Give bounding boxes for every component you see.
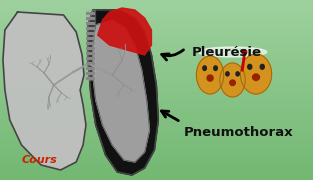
Ellipse shape (198, 47, 267, 57)
Ellipse shape (260, 64, 264, 69)
Ellipse shape (248, 64, 252, 69)
Bar (86, 66, 95, 70)
Ellipse shape (240, 54, 272, 94)
Ellipse shape (214, 66, 217, 70)
Bar (86, 26, 95, 30)
Bar (86, 12, 95, 15)
Ellipse shape (220, 63, 245, 97)
Bar (86, 51, 95, 55)
Ellipse shape (203, 66, 206, 70)
Text: Cours: Cours (21, 155, 57, 165)
Bar (86, 31, 95, 35)
Polygon shape (86, 10, 95, 80)
Bar (86, 46, 95, 50)
Ellipse shape (230, 80, 235, 86)
Bar (86, 57, 95, 60)
Text: Pneumothorax: Pneumothorax (184, 125, 293, 138)
Bar (86, 42, 95, 45)
Bar (86, 21, 95, 25)
Bar (86, 71, 95, 75)
Polygon shape (88, 10, 158, 175)
Ellipse shape (236, 72, 239, 76)
Bar (86, 17, 95, 20)
Ellipse shape (207, 75, 213, 81)
Bar (86, 62, 95, 65)
Ellipse shape (252, 74, 260, 80)
Bar (86, 76, 95, 80)
Text: Pleurésie: Pleurésie (191, 46, 261, 58)
Ellipse shape (242, 50, 247, 54)
Polygon shape (98, 8, 151, 55)
Ellipse shape (196, 56, 224, 94)
Polygon shape (93, 20, 149, 162)
Polygon shape (3, 12, 86, 170)
Ellipse shape (226, 72, 229, 76)
Bar (86, 37, 95, 40)
